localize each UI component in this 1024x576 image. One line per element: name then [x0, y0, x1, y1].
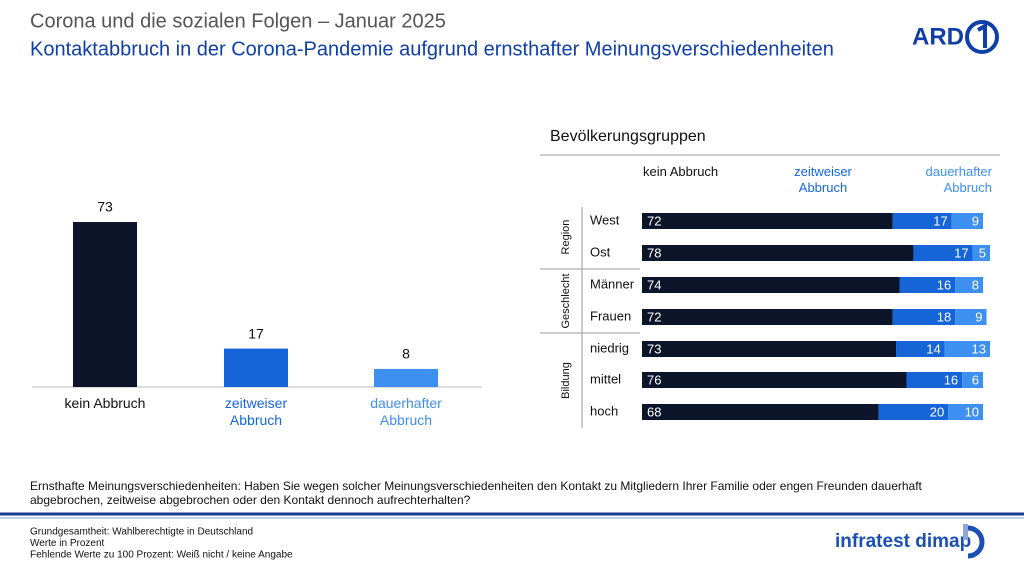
footnote: Werte in Prozent: [30, 538, 105, 549]
infratest-logo: infratest dimap: [835, 531, 971, 552]
value-label: 6: [972, 372, 979, 387]
ard-logo: ARD: [912, 23, 964, 50]
value-label: 5: [979, 245, 986, 260]
legend-label: dauerhafter Abbruch: [925, 164, 993, 195]
value-label: 16: [937, 277, 951, 292]
footnote: Fehlende Werte zu 100 Prozent: Weiß nich…: [30, 550, 293, 561]
bar-segment: [878, 404, 949, 420]
bar-segment: [642, 213, 893, 229]
category-label: Frauen: [590, 308, 631, 323]
bar: [73, 222, 137, 387]
value-label: 13: [972, 341, 986, 356]
bar-segment: [642, 372, 907, 388]
bar-segment: [892, 309, 956, 325]
ard-logo-circle: [965, 20, 999, 54]
category-label: kein Abbruch: [64, 395, 146, 411]
panel-title: Bevölkerungsgruppen: [550, 128, 706, 145]
category-label: mittel: [590, 371, 621, 386]
group-label: Region: [560, 220, 572, 255]
category-label: zeitweiser Abbruch: [224, 395, 288, 428]
value-label: 72: [647, 309, 661, 324]
bar-segment: [642, 309, 893, 325]
value-label: 78: [647, 245, 661, 260]
bar-segment: [913, 245, 973, 261]
bar-segment: [896, 341, 945, 357]
value-label: 73: [647, 341, 661, 356]
value-label: 74: [647, 277, 661, 292]
bar-segment: [899, 277, 956, 293]
bar-segment: [642, 277, 900, 293]
bar-segment: [642, 245, 914, 261]
value-label: 18: [937, 309, 951, 324]
bar-segment: [951, 213, 984, 229]
category-label: niedrig: [590, 340, 629, 355]
value-label: 9: [975, 309, 982, 324]
bar-segment: [955, 277, 984, 293]
bar: [374, 368, 438, 387]
value-label: 17: [933, 213, 947, 228]
question: Ernsthafte Meinungsverschiedenheiten: Ha…: [30, 479, 922, 508]
bar-segment: [948, 404, 984, 420]
value-label: 20: [930, 404, 944, 419]
bar-segment: [906, 372, 963, 388]
category-label: dauerhafter Abbruch: [370, 395, 442, 428]
bar-segment: [944, 341, 990, 357]
bar-segment: [972, 245, 990, 261]
category-label: West: [590, 212, 620, 227]
category-label: Ost: [590, 244, 611, 259]
value-label: 76: [647, 372, 661, 387]
title: Corona und die sozialen Folgen – Januar …: [30, 10, 446, 32]
value-label: 10: [965, 404, 979, 419]
value-label: 17: [248, 325, 264, 341]
group-label: Bildung: [560, 362, 572, 399]
infratest-logo-icon: [963, 524, 968, 540]
bar-segment: [955, 309, 987, 325]
value-label: 14: [926, 341, 940, 356]
bar-segment: [642, 341, 897, 357]
bar-segment: [962, 372, 984, 388]
legend-label: kein Abbruch: [643, 164, 719, 179]
subtitle: Kontaktabbruch in der Corona-Pandemie au…: [30, 38, 834, 60]
value-label: 72: [647, 213, 661, 228]
value-label: 17: [954, 245, 968, 260]
category-label: hoch: [590, 403, 618, 418]
value-label: 8: [972, 277, 979, 292]
value-label: 16: [944, 372, 958, 387]
bar-segment: [892, 213, 952, 229]
bar-segment: [642, 404, 879, 420]
infratest-logo-icon: [967, 525, 985, 559]
value-label: 68: [647, 404, 661, 419]
value-label: 8: [402, 346, 410, 362]
value-label: 73: [97, 199, 113, 215]
ard-logo-one: [977, 22, 987, 48]
category-label: Männer: [590, 276, 635, 291]
value-label: 9: [972, 213, 979, 228]
footnote: Grundgesamtheit: Wahlberechtigte in Deut…: [30, 527, 253, 538]
legend-label: zeitweiser Abbruch: [794, 164, 852, 195]
bar: [224, 348, 288, 387]
group-label: Geschlecht: [560, 273, 572, 328]
